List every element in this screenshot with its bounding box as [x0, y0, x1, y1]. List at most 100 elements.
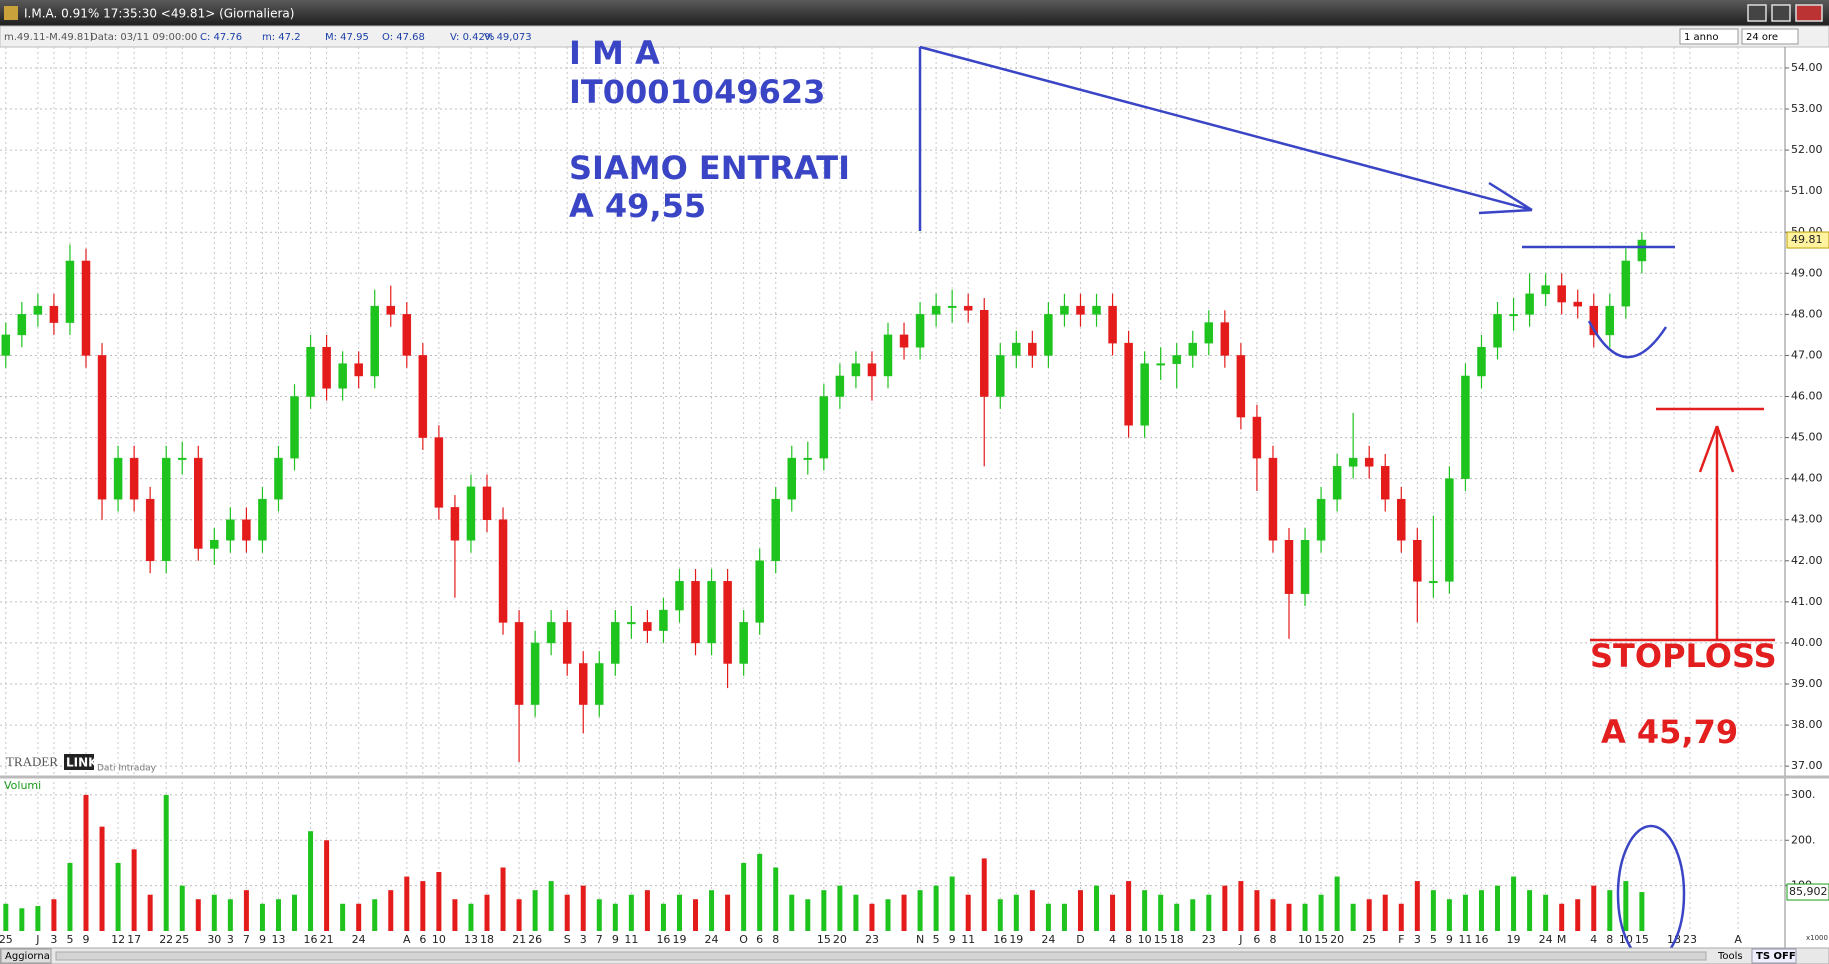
- candle-body: [1397, 498, 1406, 541]
- candle-body: [996, 355, 1005, 397]
- ts-label[interactable]: TS OFF: [1756, 951, 1796, 962]
- x-tick-label: F: [1398, 933, 1404, 946]
- volume-bar: [757, 853, 763, 931]
- volume-bar: [1543, 894, 1549, 931]
- volume-bar: [612, 903, 618, 931]
- candle-body: [1028, 342, 1037, 356]
- volume-bar: [789, 894, 795, 931]
- refresh-label[interactable]: Aggiorna: [5, 951, 50, 962]
- candle-body: [1493, 314, 1502, 348]
- x-tick-label: 15: [1635, 933, 1649, 946]
- candle-body: [145, 498, 155, 562]
- candle-body: [466, 486, 476, 541]
- candle-body: [1188, 342, 1198, 356]
- x-tick-label: 23: [1202, 933, 1216, 946]
- info-field: V: 49,073: [484, 32, 532, 43]
- candle-body: [322, 346, 331, 389]
- x-tick-label: 15: [817, 933, 831, 946]
- window-controls[interactable]: [1747, 4, 1823, 22]
- volume-bar: [1158, 894, 1164, 931]
- close[interactable]: [1795, 4, 1823, 22]
- candle-body: [578, 663, 588, 705]
- x-tick-label: 16: [1474, 933, 1488, 946]
- candle-body: [1477, 346, 1486, 377]
- x-tick-label: 7: [243, 933, 250, 946]
- x-tick-label: 11: [624, 933, 638, 946]
- x-tick-label: 8: [1606, 933, 1613, 946]
- x-tick-label: 3: [227, 933, 234, 946]
- x-tick-label: 21: [512, 933, 526, 946]
- app-icon: [4, 6, 18, 20]
- info-field: C: 47.76: [200, 32, 242, 43]
- x-tick-label: 25: [0, 933, 13, 946]
- x-tick-label: 12: [111, 933, 125, 946]
- volume-bar: [259, 903, 265, 931]
- x-tick-label: 8: [1125, 933, 1132, 946]
- candle-body: [851, 363, 861, 377]
- window-title: I.M.A. 0.91% 17:35:30 <49.81> (Giornalie…: [24, 7, 294, 21]
- x-tick-label: D: [1076, 933, 1084, 946]
- candle-body: [274, 457, 283, 500]
- volume-bar: [709, 890, 715, 931]
- session-select[interactable]: [1741, 28, 1799, 45]
- title-bar: [0, 0, 1829, 26]
- x-tick-label: A: [403, 933, 411, 946]
- volume-bar: [1206, 894, 1212, 931]
- candle-body: [1316, 498, 1326, 541]
- candle-body: [1140, 363, 1149, 426]
- marks: [1, 232, 1647, 931]
- minimize[interactable]: [1747, 4, 1767, 22]
- x-tick-label: 11: [961, 933, 975, 946]
- candle-body: [97, 355, 107, 500]
- maximize[interactable]: [1771, 4, 1791, 22]
- candle-body: [787, 457, 797, 500]
- candle-body: [1589, 305, 1599, 336]
- candle-body: [129, 457, 139, 500]
- candle-body: [226, 519, 235, 541]
- x-tick-label: 20: [1330, 933, 1344, 946]
- candle-body: [210, 540, 219, 549]
- candle-body: [1268, 457, 1278, 541]
- scrollbar[interactable]: [55, 951, 1707, 961]
- period-select[interactable]: [1679, 28, 1739, 45]
- x-tick-label: 8: [772, 933, 779, 946]
- tools-label[interactable]: Tools: [1717, 951, 1743, 962]
- candle-body: [434, 437, 444, 508]
- refresh-button[interactable]: [0, 948, 52, 964]
- candle-body: [290, 396, 299, 459]
- volume-bar: [292, 894, 298, 931]
- volume-bar: [1110, 894, 1116, 931]
- candle-body: [354, 363, 363, 377]
- volume-bar: [131, 849, 137, 931]
- volume-bar: [1126, 881, 1132, 931]
- candle-body: [1445, 478, 1454, 582]
- x-tick-label: 24: [705, 933, 719, 946]
- candle-body: [707, 581, 716, 644]
- volume-bar: [211, 894, 217, 931]
- candle-body: [979, 310, 989, 397]
- annotation: I M A: [569, 34, 660, 72]
- candle-body: [1060, 305, 1069, 315]
- session[interactable]: 24 ore: [1746, 32, 1778, 43]
- y-tick-label: 43.00: [1791, 513, 1823, 526]
- x-tick-label: 10: [432, 933, 446, 946]
- x-tick-label: A: [1734, 933, 1742, 946]
- ts-button[interactable]: [1751, 948, 1797, 964]
- x-tick-label: 13: [464, 933, 478, 946]
- x-tick-label: 23: [865, 933, 879, 946]
- candle-body: [1541, 285, 1550, 295]
- candle-body: [1252, 416, 1262, 459]
- period[interactable]: 1 anno: [1684, 32, 1718, 43]
- candle-body: [482, 486, 492, 520]
- candle-body: [1220, 322, 1230, 356]
- candle-body: [1573, 301, 1582, 307]
- x-tick-label: 9: [259, 933, 266, 946]
- candle-body: [1332, 466, 1342, 500]
- volume-bar: [227, 899, 233, 931]
- candle-body: [1364, 457, 1374, 467]
- candle-body: [370, 305, 379, 377]
- volume-bar: [805, 899, 811, 931]
- arrow-head: [1478, 208, 1533, 215]
- x-tick-label: 6: [756, 933, 763, 946]
- x-tick-label: 16: [993, 933, 1007, 946]
